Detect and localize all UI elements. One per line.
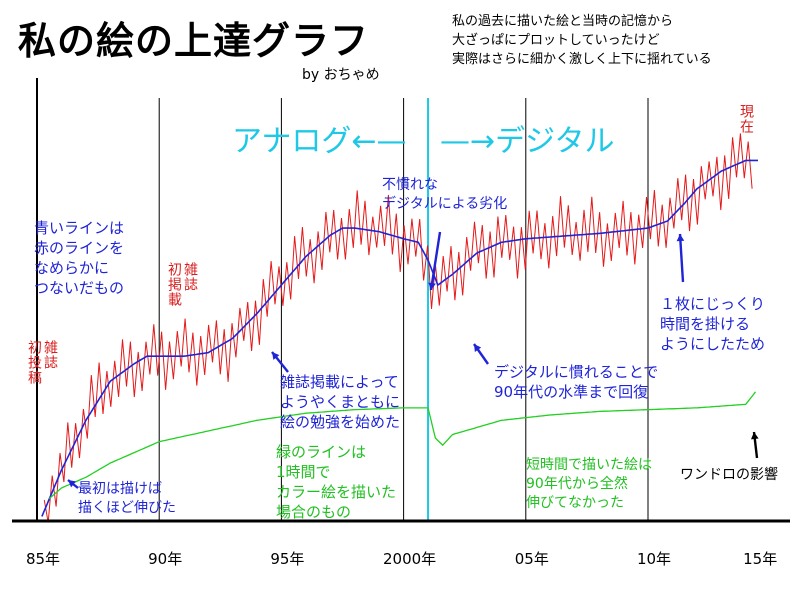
axes-group [12, 78, 790, 523]
era-analog-label: アナログ←— [232, 116, 407, 160]
annotation-study-start: 雑誌掲載によって ようやくまともに 絵の勉強を始めた [280, 372, 400, 432]
x-tick-label-2005: 05年 [514, 550, 549, 568]
annotation-line: 雑誌掲載によって [280, 373, 399, 391]
annotation-line: 絵の勉強を始めた [280, 413, 401, 431]
annotation-line: つないだもの [34, 279, 125, 297]
arrow-careful-drawing-head [676, 234, 685, 242]
arrow-careful-drawing-shaft [678, 233, 685, 283]
annotation-line: 90年代の水準まで回復 [494, 383, 649, 401]
x-tick-label-1985: 85年 [25, 550, 61, 568]
annotation-line: 時間を掛ける [660, 315, 751, 333]
annotation-line: 青いラインは [34, 219, 125, 237]
chart-byline: by おちゃめ [302, 67, 380, 83]
annotation-early-growth: 最初は描けば 描くほど伸びた [78, 480, 176, 518]
era-analog-text: アナログ [232, 124, 352, 159]
x-tick-label-1990: 90年 [148, 550, 183, 568]
annotation-line: デジタルに慣れることで [494, 363, 659, 381]
annotation-line: カラー絵を描いた [276, 483, 397, 501]
annotation-line: なめらかに [34, 259, 110, 277]
annotation-line: 1時間で [276, 463, 331, 481]
annotation-line: 最初は描けば [78, 481, 162, 497]
annotation-line: ようにしたため [660, 335, 766, 353]
annotation-arrows [67, 231, 759, 489]
annotation-first-post: 雑誌 初投稿 [26, 340, 58, 430]
annotation-line: 雑誌 [42, 340, 58, 370]
grid-lines [158, 98, 649, 521]
chart-title: 私の絵の上達グラフ [18, 19, 370, 63]
series-red-line [43, 133, 753, 523]
annotation-one-drawing: ワンドロの影響 [680, 467, 778, 483]
annotation-line: 赤のラインを [34, 239, 125, 257]
x-tick-label-2010: 10年 [636, 550, 672, 568]
annotation-quick-drawing: 短時間で描いた絵は 90年代から全然 伸びてなかった [526, 456, 652, 513]
annotation-line: 場合のもの [276, 503, 352, 521]
era-digital-label: —→デジタル [440, 116, 615, 160]
annotation-line: 90年代から全然 [526, 476, 628, 492]
arrow-left-icon: ←— [351, 124, 407, 159]
arrow-right-icon: —→ [440, 124, 496, 159]
annotation-first-publish: 雑誌 初掲載 [166, 262, 198, 352]
annotation-careful-drawing: １枚にじっくり 時間を掛ける ようにしたため [660, 294, 765, 354]
annotation-line: １枚にじっくり [660, 295, 766, 313]
annotation-line: 緑のラインは [276, 443, 367, 461]
chart-subtitle: 私の過去に描いた絵と当時の記憶から 大ざっぱにプロットしていったけど 実際はさら… [452, 12, 712, 69]
annotation-line: 伸びてなかった [526, 495, 624, 511]
arrow-digital-recovery-head [474, 344, 482, 352]
x-tick-label-2000: 2000年 [383, 550, 437, 568]
subtitle-line: 実際はさらに細かく激しく上下に揺れている [452, 52, 712, 67]
arrow-one-drawing-head [750, 432, 759, 440]
annotation-line: デジタルによる劣化 [382, 196, 508, 212]
annotation-blue-line-note: 青いラインは 赤のラインを なめらかに つないだもの [34, 218, 124, 298]
x-tick-label-2015: 15年 [743, 550, 778, 568]
annotation-green-note: 緑のラインは 1時間で カラー絵を描いた 場合のもの [276, 442, 396, 522]
annotation-line: 初掲載 [166, 262, 182, 307]
annotation-now: 現在 [738, 104, 754, 134]
arrow-digital-decline-shaft [429, 231, 442, 291]
series-red-group [43, 133, 753, 523]
arrow-early-growth-head [68, 480, 76, 488]
x-tick-label-1995: 95年 [270, 550, 305, 568]
series-green-group [48, 391, 757, 500]
annotation-line: 描くほど伸びた [78, 500, 176, 516]
annotation-digital-recovery: デジタルに慣れることで 90年代の水準まで回復 [494, 362, 658, 402]
annotation-line: ようやくまともに [280, 393, 401, 411]
arrow-study-start-head [272, 352, 280, 360]
series-green-line [48, 391, 757, 500]
arrow-digital-decline-head [428, 282, 436, 290]
annotation-digital-decline: 不慣れな デジタルによる劣化 [382, 176, 507, 214]
series-blue-line [41, 159, 758, 517]
annotation-line: 短時間で描いた絵は [526, 457, 652, 473]
annotation-line: 雑誌 [182, 262, 198, 292]
annotation-line: 不慣れな [382, 177, 438, 193]
annotation-line: 初投稿 [26, 340, 42, 385]
series-blue-group [41, 159, 758, 517]
subtitle-line: 大ざっぱにプロットしていったけど [452, 33, 660, 48]
era-digital-text: デジタル [495, 124, 615, 159]
subtitle-line: 私の過去に描いた絵と当時の記憶から [452, 14, 674, 29]
